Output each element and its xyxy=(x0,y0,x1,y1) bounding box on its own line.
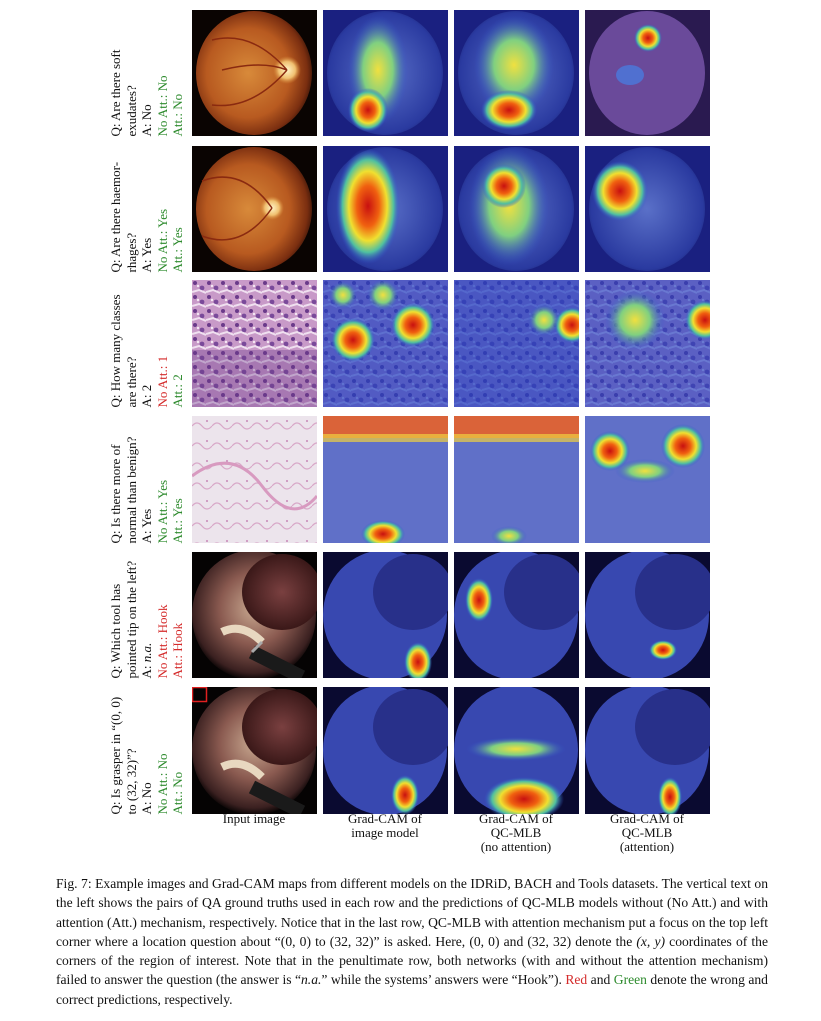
red-legend-word: Red xyxy=(565,972,588,988)
input-image xyxy=(192,687,317,814)
region-of-interest-box xyxy=(192,687,208,703)
gradcam-image-model xyxy=(323,687,448,814)
answer-text: A: No xyxy=(139,781,154,814)
answer-text: A: Yes xyxy=(139,237,154,272)
answer-text: A: No xyxy=(139,103,154,136)
question-text: Q: Are there haemor- xyxy=(108,161,123,272)
figure-row-5: Q: Which tool has pointed tip on the lef… xyxy=(0,552,821,678)
question-text-cont: pointed tip on the left? xyxy=(123,560,139,678)
figure-row-1: Q: Are there soft exudates? A: No No Att… xyxy=(0,10,821,136)
question-text: Q: Is grasper in “(0, 0) xyxy=(108,696,123,814)
gradcam-image-model xyxy=(323,146,448,272)
answer-text: A: Yes xyxy=(139,508,154,543)
answer-text: A: n.a. xyxy=(139,642,154,678)
question-text-cont: rhages? xyxy=(123,232,139,272)
no-attention-prediction: No Att.: Yes xyxy=(154,479,170,543)
question-text: Q: How many classes xyxy=(108,293,123,407)
gradcam-qcmlb-attention xyxy=(585,552,710,678)
gradcam-qcmlb-attention xyxy=(585,280,710,407)
no-attention-prediction: No Att.: 1 xyxy=(154,355,170,407)
figure-row-3: Q: How many classes are there? A: 2 No A… xyxy=(0,280,821,407)
figure-caption: Fig. 7: Example images and Grad-CAM maps… xyxy=(56,876,768,1007)
input-image xyxy=(192,552,317,678)
figure-row-4: Q: Is there more of normal than benign? … xyxy=(0,416,821,543)
column-label-qcmlb-attention: Grad-CAM of QC-MLB (attention) xyxy=(609,811,684,854)
column-label-input: Input image xyxy=(222,811,286,826)
question-text: Q: Are there soft xyxy=(108,48,123,136)
gradcam-qcmlb-no-attention xyxy=(454,146,579,272)
gradcam-qcmlb-attention xyxy=(585,687,710,814)
gradcam-qcmlb-attention xyxy=(585,146,710,272)
gradcam-qcmlb-no-attention xyxy=(454,280,579,407)
gradcam-qcmlb-attention xyxy=(585,10,710,136)
figure-row-2: Q: Are there haemor- rhages? A: Yes No A… xyxy=(0,146,821,272)
input-image xyxy=(192,10,317,136)
column-label-qcmlb-no-attention: Grad-CAM of QC-MLB (no attention) xyxy=(478,811,553,854)
question-text-cont: normal than benign? xyxy=(123,436,139,543)
gradcam-image-model xyxy=(323,10,448,136)
question-text-cont: to (32, 32)”? xyxy=(123,747,139,814)
green-legend-word: Green xyxy=(613,972,647,988)
no-attention-prediction: No Att.: Hook xyxy=(154,603,170,678)
attention-prediction: Att.: No xyxy=(170,93,185,136)
input-image xyxy=(192,416,317,543)
no-attention-prediction: No Att.: No xyxy=(154,752,170,814)
no-attention-prediction: No Att.: No xyxy=(154,74,170,136)
gradcam-image-model xyxy=(323,416,448,543)
no-attention-prediction: No Att.: Yes xyxy=(154,208,170,272)
gradcam-qcmlb-no-attention xyxy=(454,10,579,136)
attention-prediction: Att.: Yes xyxy=(170,497,185,543)
gradcam-qcmlb-attention xyxy=(585,416,710,543)
gradcam-image-model xyxy=(323,280,448,407)
question-text-cont: exudates? xyxy=(123,84,139,136)
question-text: Q: Which tool has xyxy=(108,583,123,678)
column-label-image-model: Grad-CAM of image model xyxy=(347,811,422,840)
gradcam-qcmlb-no-attention xyxy=(454,552,579,678)
question-text-cont: are there? xyxy=(123,356,139,407)
attention-prediction: Att.: No xyxy=(170,771,185,814)
attention-prediction: Att.: Yes xyxy=(170,226,185,272)
input-image xyxy=(192,146,317,272)
gradcam-image-model xyxy=(323,552,448,678)
attention-prediction: Att.: 2 xyxy=(170,373,185,407)
gradcam-qcmlb-no-attention xyxy=(454,687,579,814)
answer-text: A: 2 xyxy=(139,384,154,407)
gradcam-qcmlb-no-attention xyxy=(454,416,579,543)
attention-prediction: Att.: Hook xyxy=(170,622,185,678)
figure-row-6: Q: Is grasper in “(0, 0) to (32, 32)”? A… xyxy=(0,687,821,814)
question-text: Q: Is there more of xyxy=(108,444,123,543)
input-image xyxy=(192,280,317,407)
